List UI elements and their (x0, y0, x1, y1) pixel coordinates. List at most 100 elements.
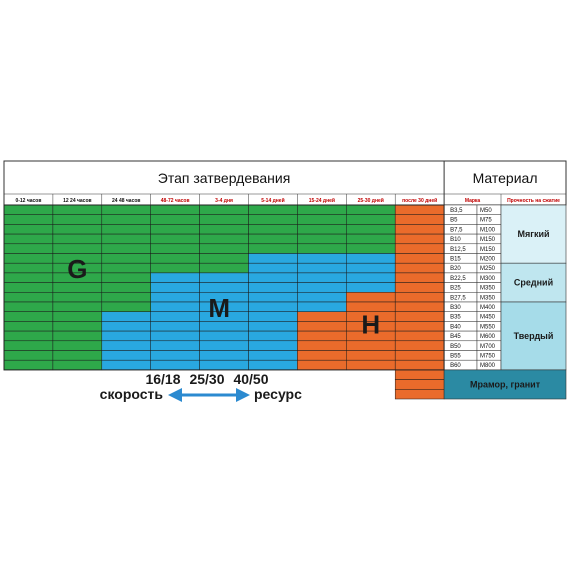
grid-cell-extra (394, 369, 445, 380)
grade-mark: M200 (480, 257, 496, 263)
grid-cell (297, 311, 347, 322)
grid-cell (101, 330, 151, 342)
grid-cell (394, 321, 445, 332)
grid-cell (248, 359, 298, 371)
material-category-label: Твердый (514, 331, 554, 341)
grid-cell (3, 224, 54, 235)
grid-cell (52, 301, 103, 312)
grid-cell (297, 262, 347, 274)
grid-cell (3, 330, 54, 342)
grid-cell (3, 311, 54, 322)
stage-label: 3-4 дня (215, 198, 233, 204)
grid-cell (248, 321, 298, 332)
grid-cell (248, 311, 298, 322)
grid-cell (3, 321, 54, 332)
arrow-right-icon (236, 388, 250, 402)
grid-cell (150, 282, 200, 293)
grade-mark: M600 (480, 334, 496, 340)
grid-cell (199, 350, 249, 361)
stage-label: после 30 дней (402, 197, 437, 204)
grid-cell (394, 214, 445, 225)
grade-mark: M300 (480, 276, 496, 282)
grid-cell (150, 262, 200, 274)
grid-cell (52, 214, 103, 225)
grid-cell (346, 359, 396, 371)
legend-value: 16/18 (145, 371, 180, 387)
grid-cell (199, 340, 249, 351)
grid-cell (199, 214, 249, 225)
grid-cell (150, 359, 200, 371)
stage-label: 25-30 дней (358, 197, 384, 204)
grid-cell (394, 272, 445, 283)
header-frame (3, 160, 567, 206)
grid-cell (297, 350, 347, 361)
grid-cell (101, 301, 151, 312)
grid-cell (394, 350, 445, 361)
grid-cell (3, 340, 54, 351)
grid-cell (297, 224, 347, 235)
grid-cell (346, 233, 396, 245)
grade-class: B15 (450, 257, 461, 263)
grid-cell (394, 224, 445, 235)
grid-cell (3, 282, 54, 293)
grid-cell (150, 243, 200, 254)
grid-cell (101, 272, 151, 283)
grid-cell (101, 340, 151, 351)
grade-class: B40 (450, 324, 461, 330)
arrow-left-icon (168, 388, 182, 402)
legend-speed-label: скорость (100, 386, 164, 402)
grid-cell (346, 350, 396, 361)
grid-cell (150, 321, 200, 332)
grid-cell (248, 350, 298, 361)
grid-cell (150, 340, 200, 351)
grid-cell (394, 330, 445, 342)
grade-mark: M150 (480, 247, 496, 253)
grid-cell (199, 359, 249, 371)
stage-label: 0-12 часов (15, 198, 41, 204)
grid-cell (52, 359, 103, 371)
grid-cell (52, 233, 103, 245)
material-category-label: Средний (514, 278, 553, 288)
grid-cell (394, 243, 445, 254)
grid-cell (346, 253, 396, 264)
grade-mark: M50 (480, 208, 492, 214)
grid-cell (199, 262, 249, 274)
grid-cell (150, 292, 200, 303)
material-category-marble (443, 369, 567, 400)
grade-mark: M250 (480, 266, 496, 272)
grid-cell (297, 214, 347, 225)
grid-cell (346, 224, 396, 235)
speed-resource-legend: 16/18 25/30 40/50 скорость ресурс (100, 371, 302, 402)
grid-cell (3, 253, 54, 264)
stage-label: 5-14 дней (261, 197, 284, 204)
grid-cell (150, 233, 200, 245)
grid-cell (101, 321, 151, 332)
grid-cell (52, 311, 103, 322)
grid-cell (346, 262, 396, 274)
grid-cell (346, 282, 396, 293)
grade-class: B3,5 (450, 208, 463, 214)
grade-class: B10 (450, 237, 461, 243)
grade-class: B45 (450, 334, 461, 340)
grid-cell (101, 214, 151, 225)
grid-cell (150, 272, 200, 283)
grid-cell (101, 350, 151, 361)
grid-cell (248, 214, 298, 225)
grid-cell (199, 282, 249, 293)
grade-class: B55 (450, 354, 461, 360)
grid-cell (3, 243, 54, 254)
grid-cell (101, 224, 151, 235)
grid-cell (346, 204, 396, 215)
grid-cell (346, 340, 396, 351)
grade-class: B22,5 (450, 276, 466, 282)
grid-cell (3, 262, 54, 274)
grade-class: B27,5 (450, 295, 466, 301)
grid-cell (297, 301, 347, 312)
grid-cell (248, 282, 298, 293)
grid-cell (3, 214, 54, 225)
grid-cell (248, 301, 298, 312)
grid-cell (3, 350, 54, 361)
grid-cell (346, 292, 396, 303)
grid-cell (150, 311, 200, 322)
